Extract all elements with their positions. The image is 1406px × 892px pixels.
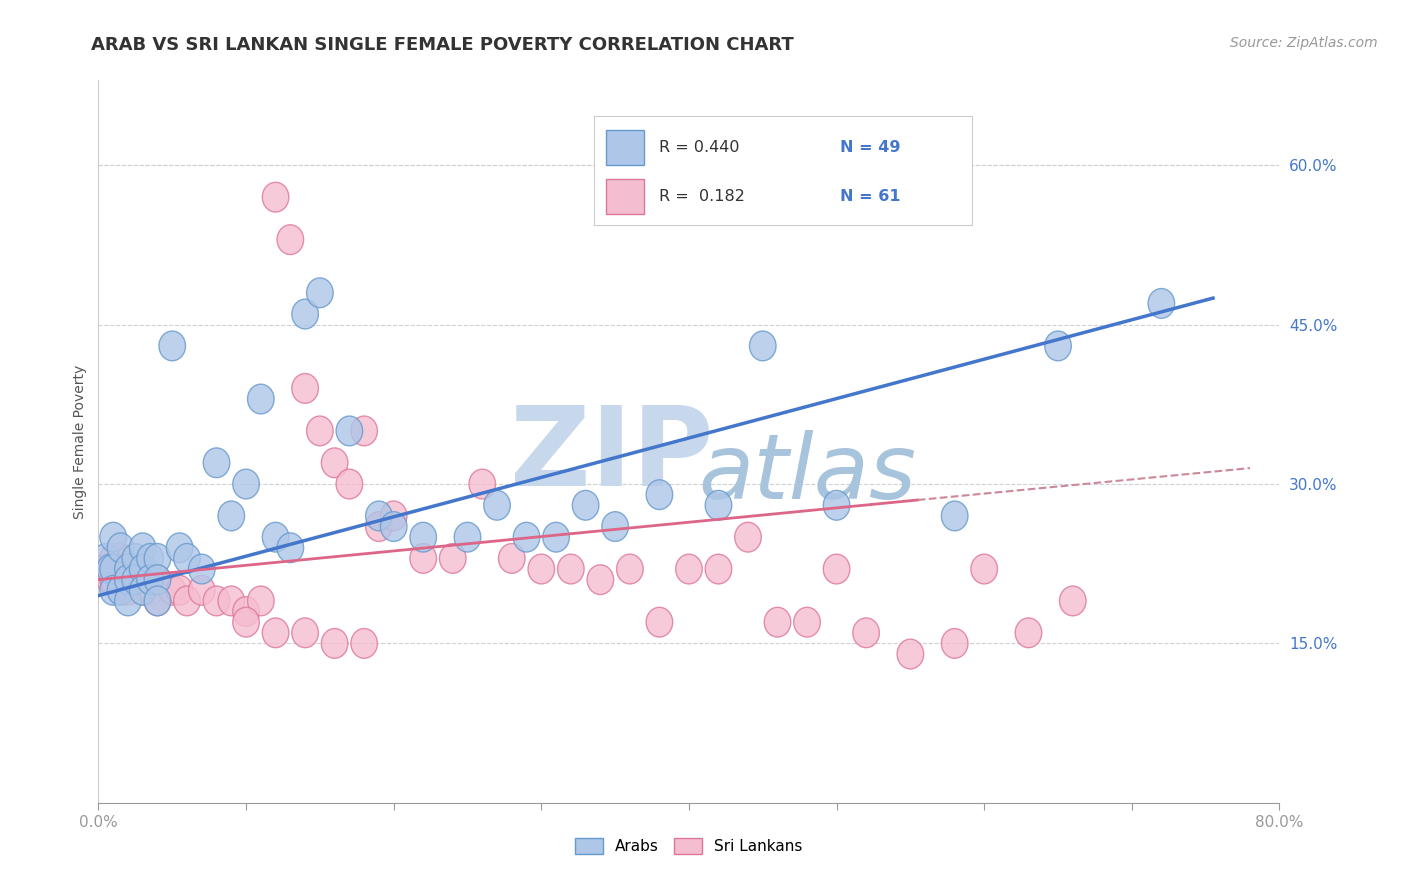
Text: atlas: atlas	[697, 430, 917, 518]
Text: Source: ZipAtlas.com: Source: ZipAtlas.com	[1230, 36, 1378, 50]
Legend: Arabs, Sri Lankans: Arabs, Sri Lankans	[569, 832, 808, 860]
Y-axis label: Single Female Poverty: Single Female Poverty	[73, 365, 87, 518]
Text: ARAB VS SRI LANKAN SINGLE FEMALE POVERTY CORRELATION CHART: ARAB VS SRI LANKAN SINGLE FEMALE POVERTY…	[91, 36, 794, 54]
Text: ZIP: ZIP	[510, 402, 714, 509]
